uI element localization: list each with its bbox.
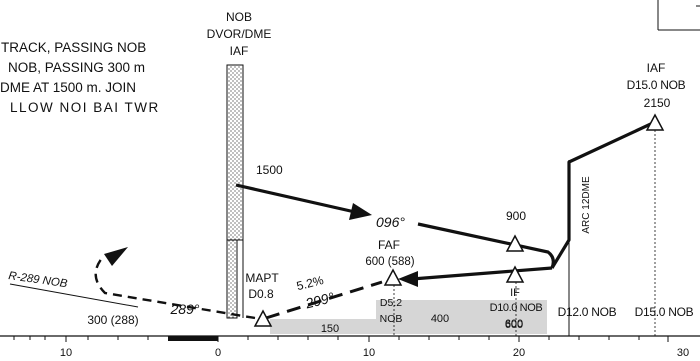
d52-fix: D5.2 bbox=[380, 297, 402, 309]
iaf-fix: D15.0 NOB bbox=[627, 78, 686, 92]
if-fix: D10.0 NOB bbox=[490, 302, 543, 314]
final-approach-line bbox=[265, 280, 383, 320]
iaf-label: IAF bbox=[647, 61, 666, 75]
d52-sub: NOB bbox=[380, 313, 403, 325]
procedure-line-1: TRACK, PASSING NOB bbox=[1, 40, 146, 55]
navaid-role: IAF bbox=[230, 44, 249, 58]
navaid-name: NOB bbox=[226, 10, 252, 24]
flight-paths bbox=[9, 120, 656, 320]
band-600-label: 600 bbox=[505, 319, 523, 331]
procedure-line-4: LLOW NOI BAI TWR bbox=[10, 100, 160, 115]
band-150 bbox=[270, 319, 390, 334]
missed-approach-arrow bbox=[104, 247, 128, 266]
faf-altitude: 600 (588) bbox=[365, 256, 414, 268]
procedure-line-3: DME AT 1500 m. JOIN bbox=[0, 80, 136, 95]
scale-label-10-right: 10 bbox=[363, 347, 375, 359]
band-400 bbox=[376, 300, 547, 334]
hold-triangle bbox=[505, 234, 525, 252]
scale-label-0: 0 bbox=[215, 347, 221, 359]
mapt-label: MAPT bbox=[245, 271, 279, 285]
inbound-altitude: 1500 bbox=[256, 163, 283, 177]
radial-label: R-289 NOB bbox=[8, 270, 69, 290]
missed-approach-path bbox=[94, 257, 256, 320]
navaid-tower bbox=[226, 64, 244, 319]
inbound-track-line bbox=[411, 266, 553, 281]
missed-altitude: 300 (288) bbox=[87, 313, 138, 327]
faf-triangle bbox=[383, 268, 403, 286]
procedure-text: TRACK, PASSING NOB NOB, PASSING 300 m DM… bbox=[0, 40, 160, 115]
fix-triangles bbox=[253, 113, 665, 327]
arc-path bbox=[550, 120, 656, 269]
outbound-track-line bbox=[235, 183, 356, 214]
iaf-triangle bbox=[645, 113, 665, 131]
outbound-track-arrow bbox=[349, 203, 372, 220]
scale-label-20: 20 bbox=[513, 347, 525, 359]
band-150-label: 150 bbox=[321, 323, 339, 335]
hold-altitude: 900 bbox=[506, 209, 526, 223]
scale-label-10-left: 10 bbox=[60, 347, 72, 359]
procedure-turn-path bbox=[417, 222, 555, 269]
navaid-type: DVOR/DME bbox=[207, 27, 272, 41]
final-gradient: 5.2% bbox=[295, 273, 325, 293]
radial-line bbox=[9, 283, 139, 308]
final-track: 299° bbox=[303, 289, 336, 312]
distance-scale: 10 0 10 20 30 bbox=[0, 335, 700, 359]
d15-label: D15.0 NOB bbox=[635, 305, 694, 319]
if-triangle bbox=[505, 265, 525, 283]
labels: IAF D15.0 NOB 2150 1500 096° 900 ARC 12D… bbox=[8, 61, 694, 330]
procedure-line-2: NOB, PASSING 300 m bbox=[8, 60, 145, 75]
iaf-altitude: 2150 bbox=[644, 96, 671, 110]
band-400-label: 400 bbox=[431, 313, 449, 325]
mapt-triangle bbox=[253, 309, 273, 327]
top-right-frame bbox=[657, 0, 700, 31]
faf-label: FAF bbox=[378, 238, 400, 252]
missed-track: 289° bbox=[170, 301, 200, 317]
scale-label-30: 30 bbox=[677, 347, 689, 359]
arc-label: ARC 12DME bbox=[581, 176, 592, 234]
inbound-track-arrow bbox=[398, 271, 418, 287]
altitude-bands: 150 400 600 bbox=[270, 300, 547, 335]
mapt-fix: D0.8 bbox=[248, 287, 274, 301]
inbound-track: 096° bbox=[376, 214, 405, 230]
d12-label: D12.0 NOB bbox=[558, 305, 617, 319]
if-label: IF bbox=[510, 287, 520, 299]
navaid-label: NOB DVOR/DME IAF bbox=[207, 10, 272, 58]
if-altitude: 600 bbox=[505, 318, 523, 330]
